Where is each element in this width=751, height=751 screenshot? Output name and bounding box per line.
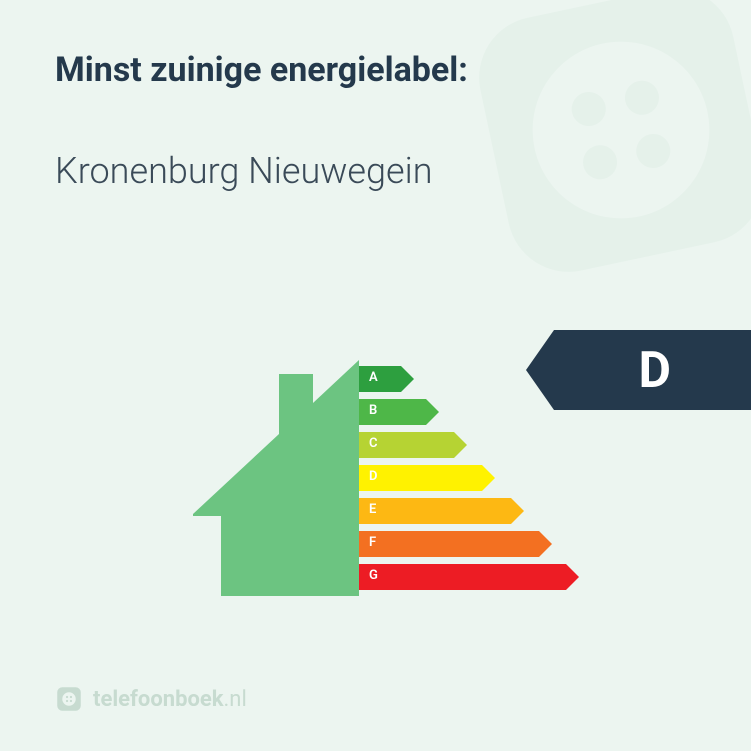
bar-arrow-icon <box>359 366 414 392</box>
footer-brand-text: telefoonboek.nl <box>93 687 247 712</box>
bar-label: D <box>369 469 377 484</box>
bar-label: B <box>369 403 377 418</box>
bar-label: G <box>369 568 378 583</box>
rating-letter: D <box>639 342 672 400</box>
bar-arrow-icon <box>359 465 495 491</box>
energy-label-card: Minst zuinige energielabel: Kronenburg N… <box>0 0 751 751</box>
bar-label: C <box>369 436 378 451</box>
footer-logo-icon <box>55 685 83 713</box>
footer: telefoonboek.nl <box>55 685 247 713</box>
bar-label: F <box>369 535 376 550</box>
house-icon <box>155 360 359 596</box>
footer-brand: telefoonboek <box>93 687 224 712</box>
bar-arrow-icon <box>359 498 524 524</box>
bar-arrow-icon <box>359 531 552 557</box>
footer-tld: .nl <box>224 687 247 712</box>
bar-label: A <box>369 370 378 385</box>
bar-arrow-icon <box>359 564 579 590</box>
watermark-icon <box>419 0 751 332</box>
bar-label: E <box>369 502 376 517</box>
